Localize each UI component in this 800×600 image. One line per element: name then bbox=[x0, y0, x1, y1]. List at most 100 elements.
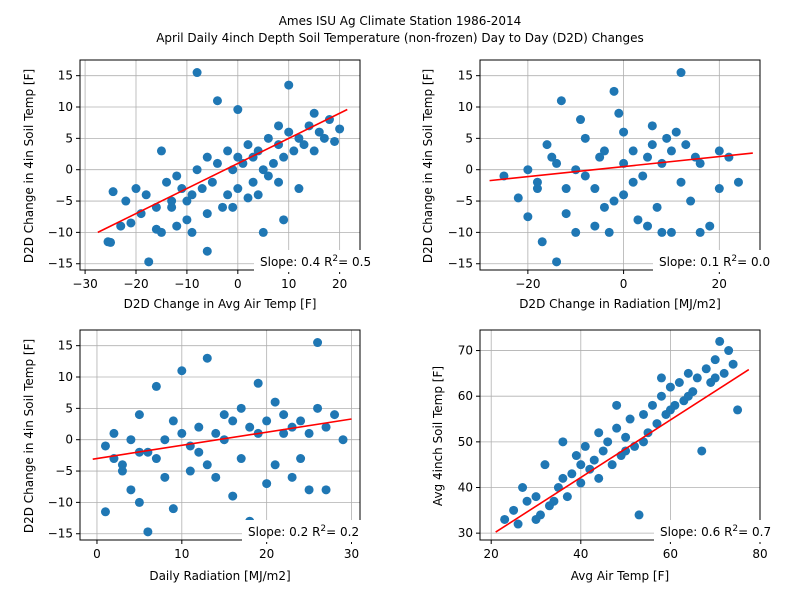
data-point bbox=[287, 422, 297, 432]
data-point bbox=[674, 378, 684, 387]
data-point bbox=[258, 227, 268, 237]
data-point bbox=[683, 368, 693, 378]
data-point bbox=[595, 152, 605, 162]
data-point bbox=[576, 460, 586, 470]
data-point bbox=[619, 190, 629, 200]
y-tick-label: 60 bbox=[458, 389, 473, 403]
data-point bbox=[168, 416, 178, 426]
data-point bbox=[522, 496, 532, 506]
data-point bbox=[299, 140, 309, 150]
data-point bbox=[197, 184, 207, 194]
data-point bbox=[681, 140, 691, 150]
data-point bbox=[580, 171, 590, 181]
x-tick-label: −20 bbox=[515, 277, 540, 291]
data-point bbox=[686, 196, 696, 206]
data-point bbox=[270, 460, 280, 470]
data-point bbox=[287, 472, 297, 482]
data-point bbox=[724, 152, 734, 162]
data-point bbox=[223, 146, 233, 156]
data-point bbox=[294, 133, 304, 143]
data-point bbox=[676, 68, 686, 78]
data-point bbox=[710, 373, 720, 383]
data-point bbox=[100, 441, 110, 451]
data-point bbox=[561, 209, 571, 219]
data-point bbox=[313, 403, 323, 413]
y-axis-label: D2D Change in 4in Soil Temp [F] bbox=[421, 69, 435, 263]
subplot-d2d-air-temp: −30 −20 −10 0 10 20 −15 −10 −5 0 5 10 15 D2D Change … bbox=[22, 59, 394, 311]
y-tick-label: 10 bbox=[458, 100, 473, 114]
y-tick-label: −15 bbox=[48, 257, 73, 271]
data-point bbox=[268, 158, 278, 168]
data-point bbox=[108, 187, 118, 197]
fit-line bbox=[489, 152, 753, 182]
y-axis-label: D2D Change in 4in Soil Temp [F] bbox=[22, 69, 36, 263]
data-point bbox=[666, 227, 676, 237]
data-point bbox=[638, 171, 648, 181]
data-point bbox=[219, 410, 229, 420]
subplot-daily-radiation: 0 10 20 30 −15 −10 −5 0 5 10 15 Daily Radiation [M… bbox=[22, 329, 392, 583]
data-point bbox=[192, 165, 202, 175]
x-tick-label: 10 bbox=[174, 547, 189, 561]
data-point bbox=[202, 246, 212, 256]
y-tick-label: 10 bbox=[58, 100, 73, 114]
data-point bbox=[162, 177, 172, 187]
data-point bbox=[656, 391, 666, 401]
data-point bbox=[187, 190, 197, 200]
data-point bbox=[552, 158, 562, 168]
data-point bbox=[594, 428, 604, 438]
data-point bbox=[177, 366, 187, 376]
data-point bbox=[513, 193, 523, 203]
data-point bbox=[223, 190, 233, 200]
data-point bbox=[304, 485, 314, 495]
data-point bbox=[561, 184, 571, 194]
y-axis-label: D2D Change in 4in Soil Temp [F] bbox=[22, 339, 36, 533]
plot-area: −20 0 20 −15 −10 −5 0 5 10 15 bbox=[448, 59, 761, 291]
data-point bbox=[274, 121, 284, 131]
data-point bbox=[714, 146, 724, 156]
data-point bbox=[274, 177, 284, 187]
data-point bbox=[131, 184, 141, 194]
data-point bbox=[556, 96, 566, 106]
data-point bbox=[643, 152, 653, 162]
plot-area: 0 10 20 30 −15 −10 −5 0 5 10 15 bbox=[48, 329, 361, 561]
data-point bbox=[309, 108, 319, 118]
axes-frame bbox=[479, 329, 761, 541]
y-tick-label: −5 bbox=[455, 194, 473, 208]
data-point bbox=[552, 257, 562, 267]
data-point bbox=[576, 115, 586, 125]
data-point bbox=[143, 447, 153, 457]
data-point bbox=[172, 221, 182, 231]
x-tick-label: −20 bbox=[123, 277, 148, 291]
data-point bbox=[116, 221, 126, 231]
data-point bbox=[106, 237, 116, 247]
x-tick-label: −30 bbox=[72, 277, 97, 291]
data-point bbox=[647, 140, 657, 150]
stats-box-bg bbox=[254, 250, 394, 272]
data-point bbox=[542, 140, 552, 150]
y-tick-label: 0 bbox=[465, 163, 473, 177]
x-axis-label: Daily Radiation [MJ/m2] bbox=[149, 569, 290, 583]
data-point bbox=[705, 221, 715, 231]
data-point bbox=[279, 215, 289, 225]
y-tick-label: 30 bbox=[458, 526, 473, 540]
data-point bbox=[576, 478, 586, 488]
data-point bbox=[532, 177, 542, 187]
data-point bbox=[643, 221, 653, 231]
data-point bbox=[253, 190, 263, 200]
data-point bbox=[634, 510, 644, 520]
data-point bbox=[609, 196, 619, 206]
data-point bbox=[607, 460, 617, 470]
stats-annotation: Slope: 0.6 R2= 0.7 bbox=[660, 524, 771, 539]
data-point bbox=[219, 435, 229, 445]
data-point bbox=[117, 466, 127, 476]
data-point bbox=[657, 158, 667, 168]
data-point bbox=[585, 464, 595, 474]
data-point bbox=[294, 184, 304, 194]
stats-annotation: Slope: 0.4 R2= 0.5 bbox=[260, 254, 371, 269]
data-point bbox=[228, 416, 238, 426]
data-point bbox=[728, 359, 738, 369]
data-point bbox=[724, 346, 734, 356]
x-axis-label: Avg Air Temp [F] bbox=[571, 569, 669, 583]
data-point bbox=[141, 190, 151, 200]
